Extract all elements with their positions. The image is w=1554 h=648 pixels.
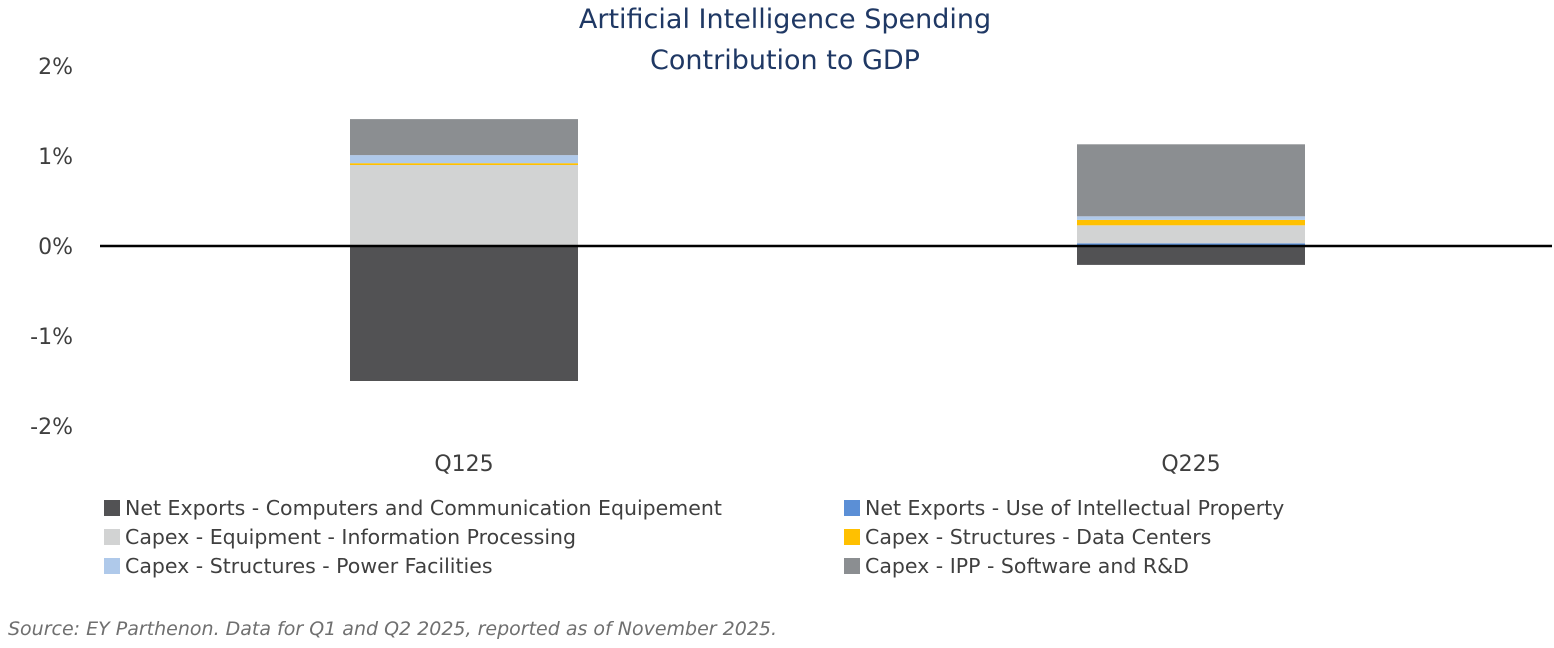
chart-title: Artificial Intelligence Spending (579, 4, 991, 35)
bars (350, 119, 1305, 381)
bar-segment (350, 165, 578, 246)
bar-segment (350, 155, 578, 164)
legend-label: Capex - Structures - Data Centers (865, 525, 1212, 549)
y-tick-label: 2% (38, 55, 73, 80)
legend-label: Capex - Equipment - Information Processi… (125, 525, 577, 549)
legend-label: Net Exports - Use of Intellectual Proper… (865, 496, 1285, 520)
x-axis: Q125 Q225 (434, 452, 1220, 477)
chart-subtitle: Contribution to GDP (650, 45, 920, 76)
y-tick-label: 0% (38, 235, 73, 260)
source-note: Source: EY Parthenon. Data for Q1 and Q2… (8, 618, 778, 640)
bar-segment (1077, 219, 1305, 226)
x-tick-label: Q225 (1161, 452, 1220, 477)
legend-item: Capex - Structures - Power Facilities (104, 552, 493, 580)
legend-label: Net Exports - Computers and Communicatio… (125, 496, 722, 520)
legend-swatch (104, 500, 120, 516)
legend-item: Net Exports - Use of Intellectual Proper… (844, 494, 1284, 522)
bar-segment (1077, 216, 1305, 220)
legend-item: Capex - Structures - Data Centers (844, 523, 1211, 551)
legend-item: Capex - IPP - Software and R&D (844, 552, 1189, 580)
y-tick-label: -2% (30, 415, 73, 440)
x-tick-label: Q125 (434, 452, 493, 477)
bar-segment (350, 246, 578, 381)
bar-segment (350, 119, 578, 156)
bar-segment (1077, 225, 1305, 244)
legend-label: Capex - Structures - Power Facilities (125, 554, 493, 578)
legend-item: Net Exports - Computers and Communicatio… (104, 494, 722, 522)
bar-segment (1077, 246, 1305, 265)
y-tick-label: -1% (30, 325, 73, 350)
legend-label: Capex - IPP - Software and R&D (865, 554, 1189, 578)
legend-swatch (104, 558, 120, 574)
legend-swatch (844, 500, 860, 516)
y-axis: 2% 1% 0% -1% -2% (30, 55, 73, 440)
bar-segment (1077, 144, 1305, 217)
legend-swatch (844, 558, 860, 574)
bar-segment (350, 163, 578, 165)
y-tick-label: 1% (38, 145, 73, 170)
legend-swatch (844, 529, 860, 545)
bar-segment (1077, 243, 1305, 246)
legend-swatch (104, 529, 120, 545)
legend-item: Capex - Equipment - Information Processi… (104, 523, 576, 551)
